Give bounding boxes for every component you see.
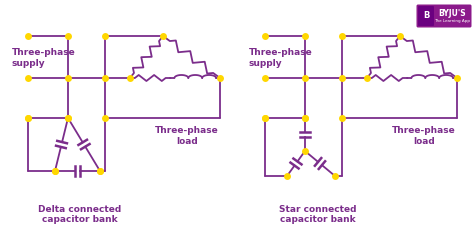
Point — [101, 76, 109, 80]
Point — [283, 174, 291, 178]
FancyBboxPatch shape — [418, 6, 434, 26]
Point — [301, 34, 309, 38]
Point — [64, 76, 72, 80]
Point — [261, 34, 269, 38]
Point — [396, 34, 404, 38]
Point — [261, 116, 269, 120]
Point — [301, 116, 309, 120]
Point — [261, 76, 269, 80]
Point — [159, 34, 167, 38]
Point — [51, 169, 59, 173]
Text: Three-phase
supply: Three-phase supply — [12, 48, 76, 68]
Point — [64, 34, 72, 38]
Point — [216, 76, 224, 80]
Point — [24, 76, 32, 80]
FancyBboxPatch shape — [417, 4, 472, 28]
Point — [331, 174, 339, 178]
Point — [338, 116, 346, 120]
Point — [51, 169, 59, 173]
Point — [101, 116, 109, 120]
Point — [338, 76, 346, 80]
Text: B: B — [423, 12, 429, 21]
Point — [101, 34, 109, 38]
Point — [64, 116, 72, 120]
Text: Star connected
capacitor bank: Star connected capacitor bank — [279, 205, 357, 224]
Point — [24, 34, 32, 38]
Point — [301, 116, 309, 120]
Text: Three-phase
load: Three-phase load — [155, 126, 219, 146]
Text: Three-phase
supply: Three-phase supply — [249, 48, 313, 68]
Point — [96, 169, 104, 173]
Point — [301, 76, 309, 80]
Text: BYJU'S: BYJU'S — [438, 8, 466, 17]
Point — [126, 76, 134, 80]
Text: The Learning App: The Learning App — [434, 19, 470, 23]
Point — [64, 116, 72, 120]
Text: Three-phase
load: Three-phase load — [392, 126, 456, 146]
Point — [301, 149, 309, 153]
Point — [338, 34, 346, 38]
Point — [363, 76, 371, 80]
Point — [24, 116, 32, 120]
Point — [453, 76, 461, 80]
Point — [261, 116, 269, 120]
Point — [24, 116, 32, 120]
Text: Delta connected
capacitor bank: Delta connected capacitor bank — [38, 205, 122, 224]
Point — [96, 169, 104, 173]
